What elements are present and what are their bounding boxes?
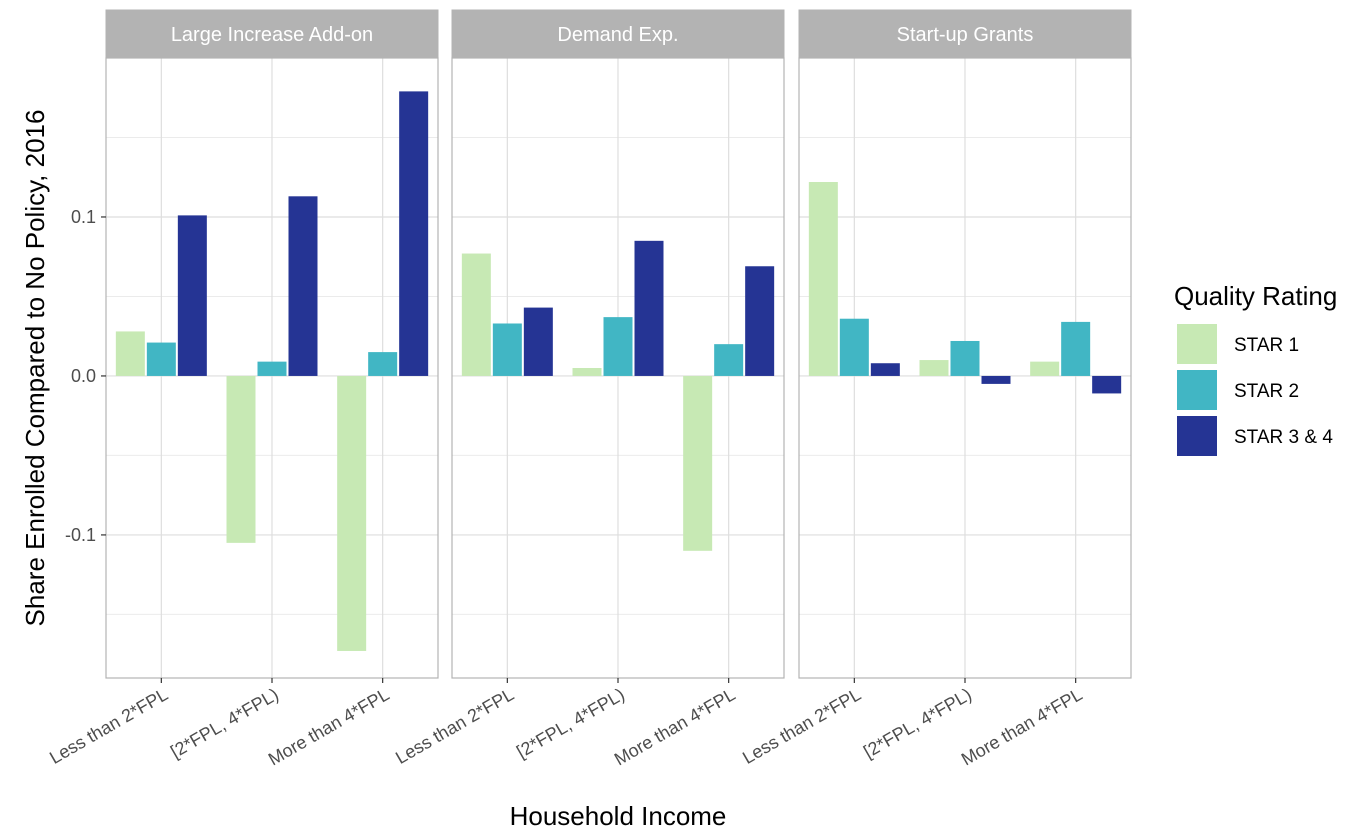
x-tick-label: [2*FPL, 4*FPL) (860, 684, 975, 762)
bar (1030, 361, 1060, 376)
x-tick-label: More than 4*FPL (958, 684, 1086, 769)
legend-label: STAR 1 (1234, 335, 1299, 356)
x-tick-label: [2*FPL, 4*FPL) (167, 684, 282, 762)
legend-title: Quality Rating (1174, 281, 1337, 311)
bar (950, 340, 980, 376)
facet-strip-label: Start-up Grants (897, 24, 1034, 46)
bar (337, 375, 367, 651)
x-tick-label: More than 4*FPL (611, 684, 739, 769)
bar (461, 253, 491, 376)
facet-strip-label: Demand Exp. (557, 24, 678, 46)
legend-key (1177, 370, 1217, 410)
legend-label: STAR 2 (1234, 381, 1299, 402)
bar (808, 182, 838, 376)
bar (870, 363, 900, 376)
facet-strip (105, 9, 439, 59)
bar (399, 91, 429, 376)
bar (745, 266, 775, 376)
facet-strip-label: Large Increase Add-on (171, 24, 373, 46)
x-tick-label: Less than 2*FPL (739, 684, 864, 768)
bar (226, 375, 256, 543)
facet-panel: Demand Exp. Less than 2*FPL[2*FPL, 4*FPL)… (392, 9, 785, 770)
bar (603, 317, 633, 376)
bar (368, 352, 398, 376)
legend: Quality Rating STAR 1 STAR 2 STAR 3 & 4 (1174, 281, 1337, 456)
y-axis-title: Share Enrolled Compared to No Policy, 20… (20, 110, 50, 627)
bar (523, 307, 553, 376)
bar (1092, 375, 1122, 394)
bar (177, 215, 207, 376)
bar (1061, 321, 1091, 376)
bar (919, 360, 949, 376)
x-tick-label: [2*FPL, 4*FPL) (513, 684, 628, 762)
bar (714, 344, 744, 376)
bar (634, 240, 664, 376)
facet-strip (451, 9, 785, 59)
bar (146, 342, 176, 376)
x-axis-title: Household Income (510, 801, 727, 831)
facet-panel: Start-up Grants Less than 2*FPL[2*FPL, 4*… (739, 9, 1132, 770)
bar (683, 375, 713, 551)
bar (288, 196, 318, 376)
y-tick-label: 0.0 (71, 366, 96, 386)
facet-strip (798, 9, 1132, 59)
bar (492, 323, 522, 376)
legend-label: STAR 3 & 4 (1234, 427, 1333, 448)
y-tick-label: 0.1 (71, 207, 96, 227)
bar (981, 375, 1011, 384)
x-tick-label: More than 4*FPL (265, 684, 393, 769)
x-tick-label: Less than 2*FPL (392, 684, 517, 768)
legend-key (1177, 416, 1217, 456)
legend-key (1177, 324, 1217, 364)
bar (115, 331, 145, 376)
facet-panel: Large Increase Add-on Less than 2*FPL[2*F… (46, 9, 439, 770)
bar (257, 361, 287, 376)
y-tick-label: -0.1 (65, 525, 96, 545)
y-axis: -0.1 0.0 0.1 (65, 207, 106, 545)
x-tick-label: Less than 2*FPL (46, 684, 171, 768)
bar (839, 318, 869, 376)
bar (572, 368, 602, 376)
